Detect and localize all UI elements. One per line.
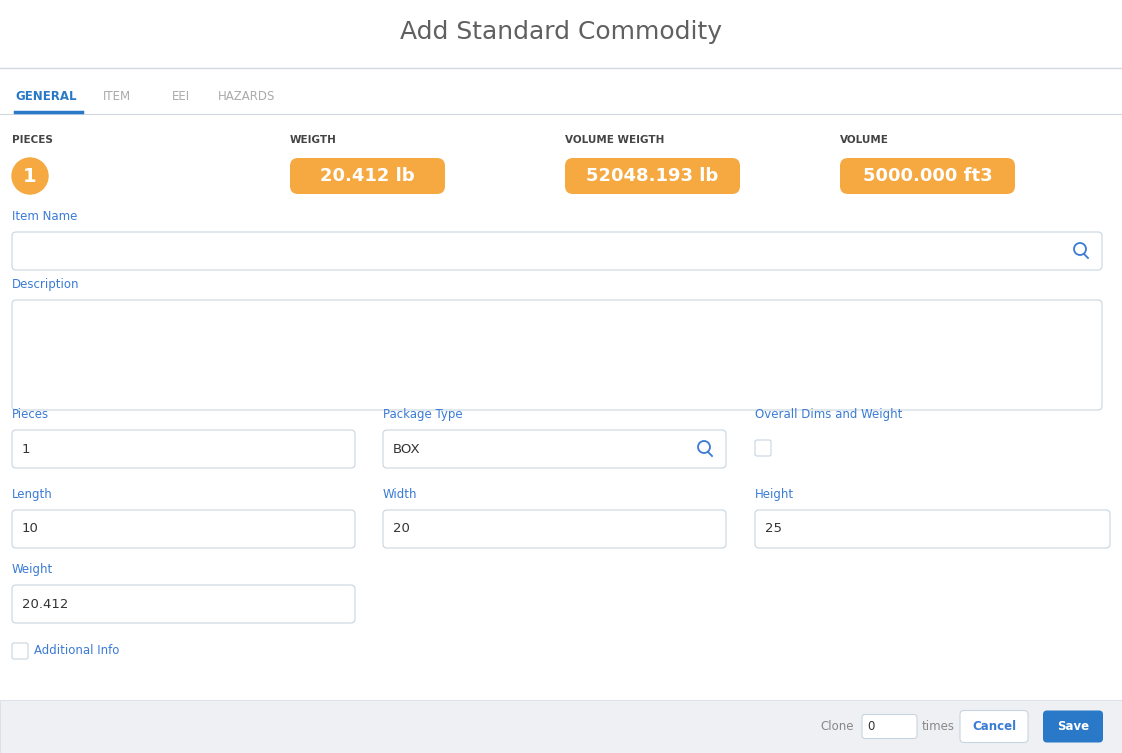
FancyBboxPatch shape (12, 300, 1102, 410)
Text: 52048.193 lb: 52048.193 lb (587, 167, 718, 185)
Text: Item Name: Item Name (12, 209, 77, 222)
Text: 20.412: 20.412 (22, 597, 68, 611)
Text: times: times (922, 720, 955, 733)
Text: ITEM: ITEM (103, 90, 131, 102)
FancyBboxPatch shape (12, 643, 28, 659)
Text: Pieces: Pieces (12, 407, 49, 420)
FancyBboxPatch shape (840, 158, 1015, 194)
Text: HAZARDS: HAZARDS (218, 90, 275, 102)
Text: GENERAL: GENERAL (15, 90, 76, 102)
Text: EEI: EEI (172, 90, 190, 102)
FancyBboxPatch shape (755, 440, 771, 456)
Circle shape (12, 158, 48, 194)
FancyBboxPatch shape (755, 510, 1110, 548)
Text: Description: Description (12, 278, 80, 291)
Text: Width: Width (383, 487, 417, 501)
FancyBboxPatch shape (383, 430, 726, 468)
Text: Cancel: Cancel (972, 720, 1017, 733)
Text: VOLUME WEIGTH: VOLUME WEIGTH (565, 135, 664, 145)
FancyBboxPatch shape (862, 715, 917, 739)
Text: 1: 1 (24, 166, 37, 185)
Text: Height: Height (755, 487, 794, 501)
Text: WEIGTH: WEIGTH (289, 135, 337, 145)
Text: Length: Length (12, 487, 53, 501)
FancyBboxPatch shape (960, 711, 1028, 742)
Text: Package Type: Package Type (383, 407, 462, 420)
Text: PIECES: PIECES (12, 135, 53, 145)
Text: Additional Info: Additional Info (34, 645, 119, 657)
FancyBboxPatch shape (565, 158, 741, 194)
Text: Weight: Weight (12, 562, 53, 575)
Text: Save: Save (1057, 720, 1089, 733)
Text: 25: 25 (765, 523, 782, 535)
Text: 1: 1 (22, 443, 30, 456)
Text: BOX: BOX (393, 443, 421, 456)
Text: 20: 20 (393, 523, 410, 535)
FancyBboxPatch shape (12, 430, 355, 468)
Text: 10: 10 (22, 523, 39, 535)
FancyBboxPatch shape (12, 232, 1102, 270)
FancyBboxPatch shape (383, 510, 726, 548)
Text: Clone: Clone (820, 720, 854, 733)
Text: 5000.000 ft3: 5000.000 ft3 (863, 167, 992, 185)
Bar (0, 700, 1122, 753)
Text: VOLUME: VOLUME (840, 135, 889, 145)
Text: Add Standard Commodity: Add Standard Commodity (401, 20, 721, 44)
FancyBboxPatch shape (12, 510, 355, 548)
Text: Overall Dims and Weight: Overall Dims and Weight (755, 407, 902, 420)
Text: 20.412 lb: 20.412 lb (320, 167, 415, 185)
Text: 0: 0 (867, 720, 874, 733)
FancyBboxPatch shape (289, 158, 445, 194)
FancyBboxPatch shape (12, 585, 355, 623)
FancyBboxPatch shape (1043, 711, 1103, 742)
